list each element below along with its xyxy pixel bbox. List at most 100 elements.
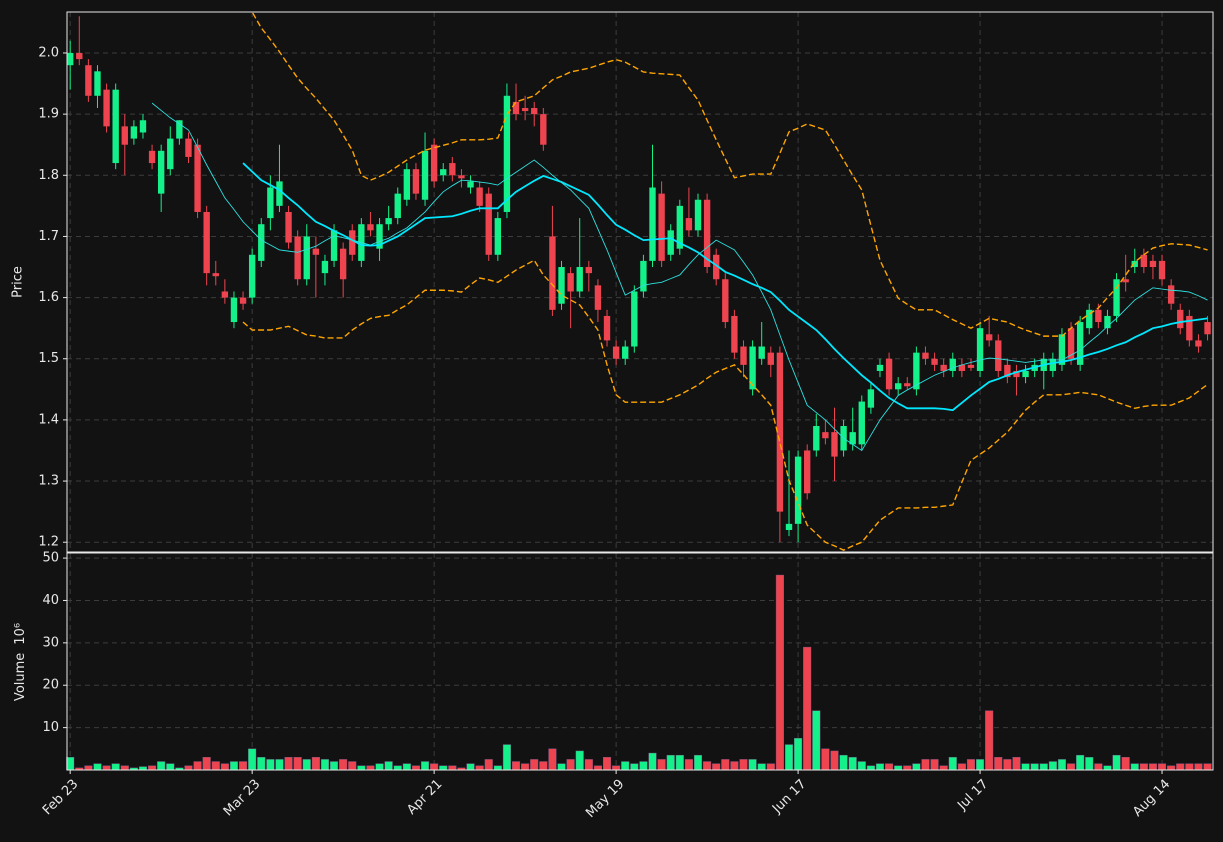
volume-bar bbox=[830, 750, 839, 771]
volume-bar bbox=[393, 765, 402, 771]
candle-body bbox=[1095, 309, 1102, 323]
volume-bar bbox=[639, 761, 648, 771]
candle-body bbox=[476, 187, 483, 206]
volume-bar bbox=[930, 759, 939, 771]
candle-body bbox=[1013, 370, 1020, 378]
volume-bar bbox=[320, 759, 329, 771]
candle-body bbox=[148, 150, 156, 164]
candle-body bbox=[294, 236, 301, 280]
candle-body bbox=[403, 169, 411, 200]
candle-body bbox=[512, 101, 520, 115]
volume-bar bbox=[384, 761, 393, 771]
candle-body bbox=[85, 65, 92, 96]
volume-bar bbox=[939, 765, 948, 771]
volume-bar bbox=[630, 763, 639, 771]
volume-bar bbox=[484, 759, 493, 771]
volume-bar bbox=[512, 761, 521, 771]
candle-body bbox=[603, 315, 611, 341]
volume-bar bbox=[912, 763, 921, 771]
candle-body bbox=[894, 383, 902, 390]
candle-body bbox=[412, 169, 420, 194]
volume-bar bbox=[885, 763, 894, 771]
volume-bar bbox=[848, 757, 857, 771]
candle-body bbox=[640, 260, 647, 292]
candle-body bbox=[467, 181, 474, 188]
volume-bar bbox=[502, 744, 511, 771]
volume-bar bbox=[721, 759, 730, 771]
candle-body bbox=[67, 52, 74, 66]
volume-bar bbox=[857, 761, 866, 771]
candle-body bbox=[1131, 260, 1138, 268]
volume-bar bbox=[739, 759, 748, 771]
candle-body bbox=[1022, 370, 1029, 378]
volume-bar bbox=[1130, 763, 1139, 771]
volume-label: Volume bbox=[13, 653, 28, 701]
y-tick-label: 1.6 bbox=[38, 290, 59, 305]
volume-scale: 10⁶ bbox=[13, 623, 28, 645]
candle-body bbox=[931, 358, 938, 365]
volume-bar bbox=[894, 765, 903, 771]
volume-bar bbox=[293, 757, 302, 771]
candle-body bbox=[1113, 279, 1120, 316]
candle-body bbox=[758, 346, 765, 359]
volume-bar bbox=[803, 646, 812, 771]
candle-body bbox=[248, 254, 256, 298]
volume-bar bbox=[948, 757, 957, 771]
candle-body bbox=[685, 218, 693, 231]
volume-bar bbox=[421, 761, 430, 771]
candle-body bbox=[976, 328, 984, 371]
candle-body bbox=[185, 138, 192, 157]
candle-body bbox=[440, 169, 447, 176]
volume-bar bbox=[157, 761, 166, 771]
candle-body bbox=[794, 456, 802, 524]
volume-bar bbox=[1148, 763, 1157, 771]
indicator-line bbox=[242, 162, 1208, 412]
candle-body bbox=[676, 205, 683, 249]
candle-body bbox=[485, 193, 492, 255]
volume-bar bbox=[812, 710, 821, 771]
volume-bar bbox=[1203, 763, 1212, 771]
volume-bar bbox=[548, 748, 557, 771]
candle-body bbox=[285, 211, 292, 243]
candle-body bbox=[130, 126, 138, 139]
candle-body bbox=[167, 138, 174, 170]
volume-bar bbox=[375, 763, 384, 771]
y-tick-label: 1.5 bbox=[38, 351, 59, 366]
candle-body bbox=[867, 389, 875, 408]
volume-bar bbox=[1039, 763, 1048, 771]
volume-bar bbox=[648, 752, 657, 771]
y-tick-label: 1.3 bbox=[38, 474, 59, 489]
volume-bar bbox=[684, 759, 693, 771]
y-tick-label: 1.8 bbox=[38, 168, 59, 183]
candle-body bbox=[804, 450, 811, 494]
candle-body bbox=[558, 267, 565, 304]
volume-bar bbox=[120, 765, 129, 771]
candle-body bbox=[394, 193, 401, 219]
volume-bar bbox=[1112, 754, 1121, 771]
volume-bar bbox=[148, 765, 157, 771]
volume-bar bbox=[1003, 759, 1012, 771]
candle-body bbox=[367, 224, 374, 231]
candle-body bbox=[776, 352, 784, 512]
volume-bar bbox=[821, 748, 830, 771]
candle-body bbox=[904, 383, 911, 387]
volume-bar bbox=[957, 763, 966, 771]
volume-bar bbox=[1185, 763, 1194, 771]
candle-body bbox=[694, 199, 702, 231]
candle-body bbox=[1195, 340, 1202, 347]
candle-body bbox=[667, 230, 674, 255]
volume-bar bbox=[730, 761, 739, 771]
candle-body bbox=[785, 523, 793, 530]
volume-bar bbox=[712, 763, 721, 771]
candle-body bbox=[1086, 309, 1093, 329]
volume-bar bbox=[339, 759, 348, 771]
volume-bar bbox=[193, 761, 202, 771]
volume-bar bbox=[766, 763, 775, 771]
candle-body bbox=[922, 352, 929, 359]
candle-body bbox=[112, 89, 119, 164]
volume-bar bbox=[1094, 763, 1103, 771]
candle-body bbox=[767, 352, 774, 365]
volume-bar bbox=[566, 759, 575, 771]
candle-body bbox=[339, 248, 347, 280]
